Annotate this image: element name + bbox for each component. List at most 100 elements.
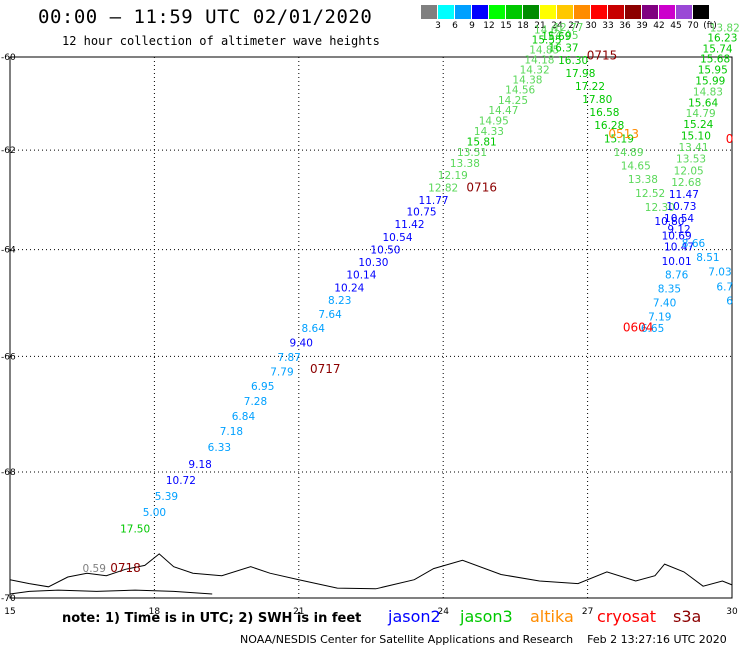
- coastline-path: [9, 553, 733, 590]
- wave-height-value: 8.35: [658, 283, 681, 295]
- wave-height-value: 9.40: [290, 337, 313, 349]
- wave-height-value: 6.65: [641, 323, 664, 335]
- legend-label: 9: [469, 21, 475, 31]
- wave-height-value: 13.51: [457, 147, 487, 159]
- wave-height-value: 14.89: [613, 147, 643, 159]
- wave-height-value: 15.69: [541, 31, 571, 43]
- legend-label: 15: [500, 21, 512, 31]
- wave-height-value: 12.30: [645, 202, 675, 214]
- wave-height-value: 8.51: [696, 252, 719, 264]
- observation-labels: 0.59 17.50 5.00 5.39 10.72 9.18 6.33 7.18 6.84 7.…: [83, 22, 740, 575]
- wave-height-value: 8.23: [328, 295, 351, 307]
- wave-height-value: 14.61: [534, 25, 564, 37]
- map-frame: [9, 56, 733, 599]
- legend-label: 70: [687, 21, 699, 31]
- legend-swatch: [574, 5, 591, 19]
- legend-swatches: [421, 5, 740, 19]
- wave-height-value: 10.30: [358, 257, 388, 269]
- wave-height-value: 0.59: [83, 563, 106, 575]
- wave-height-value: 10.14: [346, 270, 376, 282]
- wave-height-value: 16.58: [589, 107, 619, 119]
- wave-height-value: 10.24: [334, 282, 364, 294]
- satellite-jason3: jason3: [460, 607, 513, 626]
- wave-height-value: 8.76: [665, 270, 689, 282]
- wave-height-value: 17.22: [575, 81, 605, 93]
- wave-height-value: 10.73: [666, 201, 696, 213]
- wave-height-value: 10.72: [166, 475, 196, 487]
- y-tick-label: -66: [1, 352, 16, 362]
- color-legend: 3 6 9 12 15 18 21 24 27 30 33 36 39 42 45 70 (ft): [421, 5, 740, 31]
- wave-height-value: 7.64: [318, 309, 342, 321]
- wave-height-value: 12.52: [635, 188, 665, 200]
- wave-height-value: 8.64: [302, 323, 326, 335]
- wave-height-value: 7.79: [270, 366, 293, 378]
- wave-height-value: 6.84: [232, 411, 256, 423]
- wave-height-value: 14.33: [474, 126, 504, 138]
- wave-height-value: 12.19: [438, 170, 468, 182]
- x-tick-label: 18: [149, 607, 161, 617]
- legend-label: (ft): [703, 21, 717, 31]
- wave-height-value: 14.25: [498, 95, 528, 107]
- wave-height-value: 8.66: [682, 238, 706, 250]
- coastline: [9, 553, 733, 595]
- pass-time-label: 0604: [623, 321, 654, 335]
- wave-height-value: 10.69: [662, 230, 692, 242]
- pass-time-label: 0716: [466, 181, 497, 195]
- credit-line: NOAA/NESDIS Center for Satellite Applica…: [240, 633, 727, 646]
- legend-swatch: [659, 5, 676, 19]
- legend-label: 21: [534, 21, 546, 31]
- legend-label: 18: [517, 21, 529, 31]
- x-tick-label: 24: [437, 607, 449, 617]
- wave-height-value: 13.38: [450, 158, 480, 170]
- legend-swatch: [438, 5, 455, 19]
- wave-height-value: 17.50: [120, 523, 150, 535]
- wave-height-value: 5.00: [143, 507, 166, 519]
- pass-time-label: 0718: [110, 561, 141, 575]
- legend-label: 12: [483, 21, 495, 31]
- x-tick-label: 27: [582, 607, 593, 617]
- wave-height-value: 12.05: [674, 165, 704, 177]
- wave-height-value: 14.38: [512, 74, 542, 86]
- wave-height-value: 6: [726, 296, 733, 308]
- wave-height-value: 12.77: [553, 22, 583, 34]
- wave-height-value: 10.47: [664, 242, 694, 254]
- wave-height-value: 17.80: [582, 94, 612, 106]
- legend-label: 36: [619, 21, 631, 31]
- wave-height-value: 14.85: [529, 44, 559, 56]
- legend-label: 30: [585, 21, 597, 31]
- wave-height-value: 7.87: [277, 352, 300, 364]
- wave-height-value: 13.82: [710, 22, 740, 34]
- wave-height-value: 7.18: [220, 426, 243, 438]
- y-tick-label: -64: [1, 246, 16, 256]
- y-tick-label: -62: [1, 146, 16, 156]
- wave-height-value: 16.37: [549, 43, 579, 55]
- coastline-path: [9, 589, 213, 595]
- x-tick-label: 21: [293, 607, 304, 617]
- legend-swatch: [489, 5, 506, 19]
- wave-height-value: 10.75: [407, 206, 437, 218]
- wave-height-value: 9.12: [667, 224, 690, 236]
- legend-swatch: [523, 5, 540, 19]
- legend-label: 24: [551, 21, 563, 31]
- page-subtitle: 12 hour collection of altimeter wave hei…: [62, 34, 380, 48]
- legend-swatch: [608, 5, 625, 19]
- pass-time-label: 0715: [587, 48, 618, 62]
- wave-height-value: 15.95: [698, 64, 728, 76]
- map-axes: 15 18 21 24 27 30 -60 -62 -64 -66 -68 -70: [1, 53, 738, 617]
- wave-height-value: 15.81: [467, 136, 497, 148]
- wave-height-value: 7.19: [648, 311, 671, 323]
- wave-height-value: 14.18: [524, 54, 554, 66]
- time-labels: 0715 0513 0716 0717 0604 0718 0: [110, 48, 733, 575]
- wave-height-value: 15.10: [681, 131, 711, 143]
- wave-height-value: 16.30: [558, 55, 588, 67]
- wave-height-value: 10.50: [370, 245, 400, 257]
- wave-height-value: 13.41: [678, 142, 708, 154]
- wave-height-value: 15.55: [532, 35, 562, 47]
- wave-height-value: 11.42: [394, 219, 424, 231]
- wave-height-value: 15.68: [700, 53, 730, 65]
- wave-height-value: 14.65: [621, 160, 651, 172]
- wave-height-value: 7.28: [244, 396, 267, 408]
- wave-height-value: 10.54: [382, 232, 412, 244]
- legend-swatch: [625, 5, 642, 19]
